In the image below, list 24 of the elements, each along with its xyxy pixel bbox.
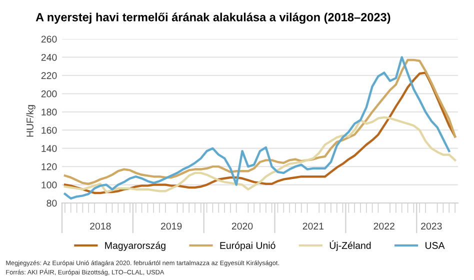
chart-title: A nyerstej havi termelői árának alakulása a világon (2018–2023)	[36, 12, 390, 24]
y-tick-label: 200	[41, 90, 57, 98]
y-tick-label: 180	[42, 108, 57, 116]
y-axis-title: HUF/kg	[26, 105, 36, 137]
legend-label: Új-Zéland	[330, 240, 371, 251]
y-tick-label: 100	[42, 182, 57, 188]
x-tick-label: 2020	[232, 222, 253, 230]
y-tick-label: 120	[42, 163, 57, 170]
y-tick-label: 220	[41, 72, 57, 80]
y-tick-label: 80	[46, 200, 57, 207]
y-tick-label: 260	[41, 36, 57, 43]
legend-label: USA	[426, 242, 445, 249]
line-series	[64, 116, 456, 194]
y-tick-label: 240	[41, 54, 57, 61]
x-tick-label: 2018	[90, 222, 111, 230]
y-tick-label: 140	[42, 145, 57, 152]
line-series	[64, 72, 456, 194]
legend-label: Európai Unió	[220, 242, 276, 251]
legend-label: Magyarország	[105, 242, 166, 251]
x-tick-label: 2022	[374, 222, 394, 230]
x-tick-label: 2021	[302, 222, 324, 230]
y-tick-label: 160	[42, 126, 57, 134]
x-tick-label: 2023	[421, 222, 442, 230]
x-tick-label: 2019	[161, 222, 182, 230]
